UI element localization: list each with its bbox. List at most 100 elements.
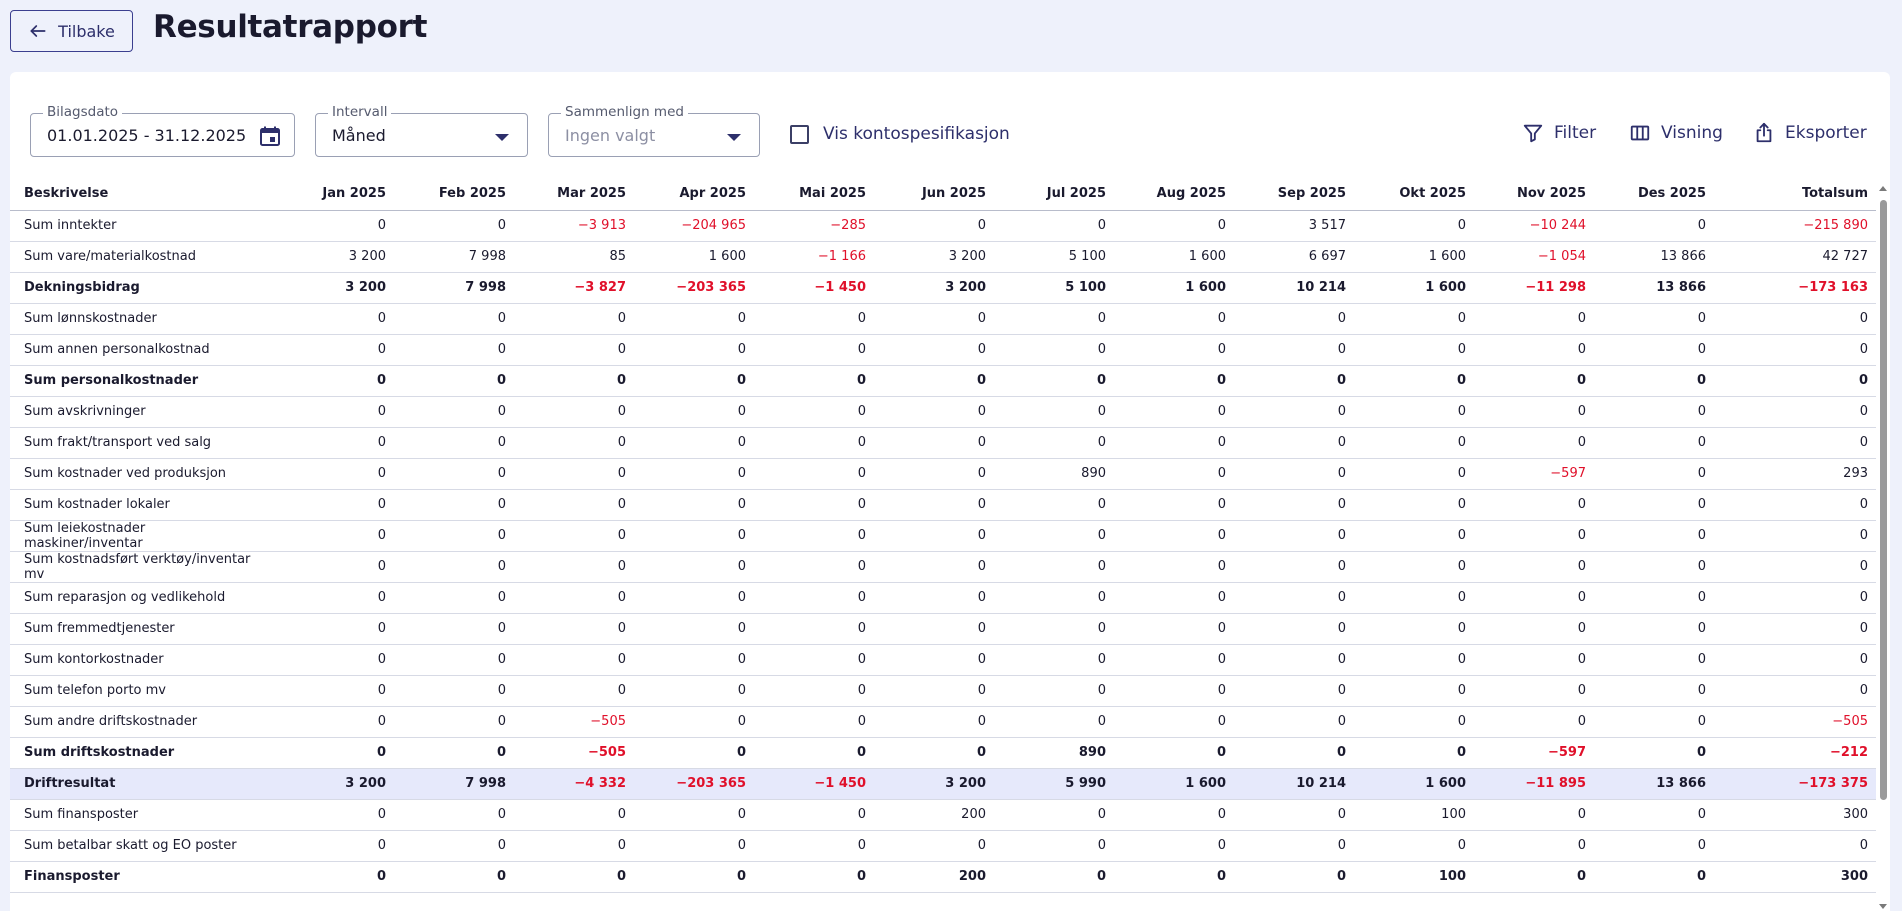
table-cell: 0	[274, 799, 394, 831]
table-cell: 0	[274, 303, 394, 335]
compare-select[interactable]: Sammenlign med Ingen valgt	[548, 104, 760, 157]
row-label: Sum vare/materialkostnad	[10, 241, 274, 273]
report-table-container[interactable]: Beskrivelse Jan 2025 Feb 2025 Mar 2025 Apr 2…	[10, 178, 1876, 911]
table-cell: 0	[634, 644, 754, 676]
table-cell: 890	[994, 458, 1114, 490]
table-row: Sum frakt/transport ved salg 0 0 0 0 0 0 0 0 0 0 0 0…	[10, 427, 1876, 459]
table-cell: 0	[1714, 582, 1876, 614]
table-cell: 0	[754, 520, 874, 552]
interval-select[interactable]: Intervall Måned	[315, 104, 528, 157]
scroll-up-arrow-icon[interactable]	[1879, 186, 1887, 191]
view-label: Visning	[1661, 123, 1723, 143]
table-row: Sum leiekostnader maskiner/inventar 0 0 0 0 0…	[10, 520, 1876, 552]
table-cell: 0	[994, 551, 1114, 583]
table-cell: 0	[874, 613, 994, 645]
table-cell: −11 895	[1474, 768, 1594, 800]
table-cell: 0	[994, 396, 1114, 428]
account-spec-toggle[interactable]: Vis kontospesifikasjon	[790, 124, 1010, 144]
date-range-field[interactable]: Bilagsdato 01.01.2025 - 31.12.2025	[30, 104, 295, 157]
vertical-scrollbar[interactable]	[1876, 178, 1890, 911]
row-label: Sum driftskostnader	[10, 737, 274, 769]
column-header: Sep 2025	[1234, 178, 1354, 211]
table-cell: 0	[274, 551, 394, 583]
table-cell: 0	[634, 737, 754, 769]
table-cell: 0	[1714, 551, 1876, 583]
table-cell: 0	[1594, 489, 1714, 521]
row-label: Finansposter	[10, 861, 274, 893]
row-label: Sum reparasjon og vedlikehold	[10, 582, 274, 614]
table-header-row: Beskrivelse Jan 2025 Feb 2025 Mar 2025 Apr 2…	[10, 178, 1876, 211]
table-cell: 0	[1234, 644, 1354, 676]
table-cell: −505	[514, 737, 634, 769]
table-cell: 0	[634, 520, 754, 552]
table-cell: 0	[874, 737, 994, 769]
scroll-down-arrow-icon[interactable]	[1879, 904, 1887, 909]
table-cell: 0	[274, 706, 394, 738]
scroll-thumb[interactable]	[1880, 200, 1887, 800]
table-cell: 0	[754, 675, 874, 707]
table-cell: 1 600	[634, 241, 754, 273]
table-cell: −1 054	[1474, 241, 1594, 273]
table-row: Sum driftskostnader 0 0 −505 0 0 0 890 0 0 0 −597 0−…	[10, 737, 1876, 769]
export-button[interactable]: Eksporter	[1753, 122, 1867, 144]
table-cell: 0	[514, 830, 634, 862]
table-row: Sum reparasjon og vedlikehold 0 0 0 0 0 0 0 0 0 0 0…	[10, 582, 1876, 614]
column-header-description: Beskrivelse	[10, 178, 274, 211]
table-cell: 0	[394, 675, 514, 707]
table-cell: −215 890	[1714, 210, 1876, 242]
table-cell: 0	[754, 427, 874, 459]
table-cell: 300	[1714, 861, 1876, 893]
row-label: Sum finansposter	[10, 799, 274, 831]
table-cell: 200	[874, 861, 994, 893]
table-cell: 0	[634, 551, 754, 583]
account-spec-checkbox[interactable]	[790, 124, 809, 144]
row-label: Sum inntekter	[10, 210, 274, 242]
table-cell: 0	[1234, 861, 1354, 893]
filter-button[interactable]: Filter	[1522, 122, 1596, 144]
table-cell: 13 866	[1594, 241, 1714, 273]
table-cell: 0	[1594, 613, 1714, 645]
table-cell: 0	[1234, 489, 1354, 521]
table-cell: 0	[874, 830, 994, 862]
table-cell: 0	[994, 365, 1114, 397]
table-cell: 0	[994, 830, 1114, 862]
back-button[interactable]: Tilbake	[10, 10, 133, 52]
table-cell: 0	[394, 365, 514, 397]
table-cell: 0	[1594, 427, 1714, 459]
table-cell: 0	[1594, 334, 1714, 366]
table-cell: 1 600	[1354, 768, 1474, 800]
table-cell: 0	[274, 613, 394, 645]
table-cell: 0	[514, 520, 634, 552]
table-cell: 0	[634, 582, 754, 614]
row-label: Sum frakt/transport ved salg	[10, 427, 274, 459]
view-button[interactable]: Visning	[1629, 122, 1723, 144]
table-cell: −597	[1474, 737, 1594, 769]
table-cell: −173 375	[1714, 768, 1876, 800]
column-header: Okt 2025	[1354, 178, 1474, 211]
table-row: Sum andre driftskostnader 0 0 −505 0 0 0 0 0 0 0 0 0…	[10, 706, 1876, 738]
table-cell: 0	[754, 799, 874, 831]
column-header: Mai 2025	[754, 178, 874, 211]
table-cell: 0	[874, 489, 994, 521]
table-cell: 0	[1234, 613, 1354, 645]
table-cell: 0	[1714, 644, 1876, 676]
table-cell: 0	[1474, 799, 1594, 831]
table-cell: 0	[634, 303, 754, 335]
table-cell: 0	[994, 427, 1114, 459]
table-cell: 0	[1714, 334, 1876, 366]
row-label: Sum kontorkostnader	[10, 644, 274, 676]
table-cell: 1 600	[1354, 241, 1474, 273]
table-cell: 0	[874, 396, 994, 428]
compare-label: Sammenlign med	[561, 104, 688, 120]
table-cell: 0	[1114, 489, 1234, 521]
table-cell: 5 100	[994, 241, 1114, 273]
page-title: Resultatrapport	[153, 9, 428, 45]
table-cell: 100	[1354, 861, 1474, 893]
table-cell: 0	[1234, 365, 1354, 397]
table-cell: 0	[1114, 210, 1234, 242]
table-cell: 0	[1474, 675, 1594, 707]
table-cell: 0	[1354, 613, 1474, 645]
calendar-icon[interactable]	[258, 124, 282, 148]
table-cell: 0	[1114, 613, 1234, 645]
table-cell: 0	[1474, 644, 1594, 676]
